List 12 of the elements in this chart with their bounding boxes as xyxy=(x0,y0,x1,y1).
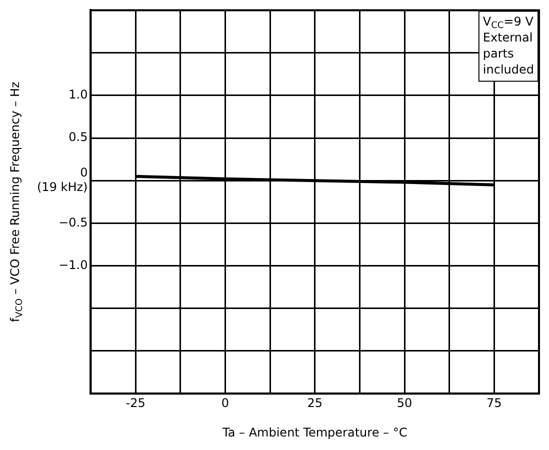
x-axis-title: Ta – Ambient Temperature – °C xyxy=(222,426,408,440)
y-tick-label: 0.5 xyxy=(68,130,88,144)
y-tick-label: −1.0 xyxy=(58,258,88,272)
x-tick-label: 50 xyxy=(396,396,412,410)
y-tick-label: 0 (19 kHz) xyxy=(37,166,88,194)
x-tick-label: 75 xyxy=(486,396,502,410)
x-tick-label: 25 xyxy=(307,396,322,410)
y-tick-label: −0.5 xyxy=(58,215,88,230)
y-tick-label: 1.0 xyxy=(68,88,88,102)
y-axis-title: fVCO – VCO Free Running Frequency – Hz xyxy=(8,82,25,322)
x-tick-label: 0 xyxy=(221,396,230,410)
x-tick-label: -25 xyxy=(126,396,146,410)
